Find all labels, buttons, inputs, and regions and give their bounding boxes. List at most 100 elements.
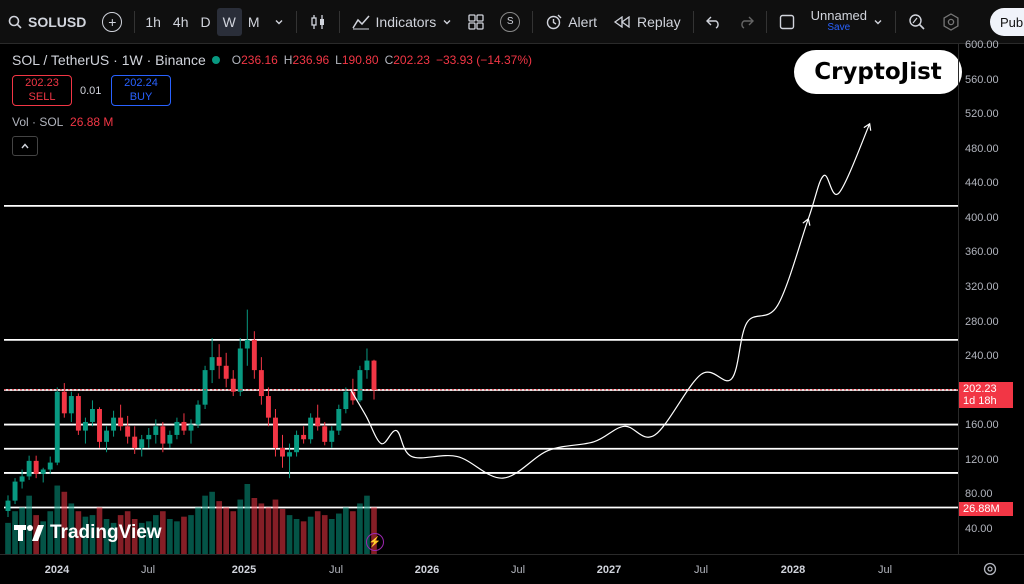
buy-button[interactable]: 202.24 BUY <box>111 75 171 106</box>
volume-bar <box>145 521 152 554</box>
candle-body <box>350 391 356 401</box>
volume-bar <box>209 491 215 554</box>
tradingview-logo[interactable]: TradingView <box>14 522 162 544</box>
volume-bar <box>152 515 159 554</box>
candle-body <box>132 436 138 448</box>
volume-bar <box>75 511 82 554</box>
volume-bar <box>364 495 370 554</box>
candle-body <box>209 357 215 371</box>
price-tick-label: 160.00 <box>965 419 999 432</box>
candle-body <box>167 434 173 444</box>
volume-bar <box>195 507 201 554</box>
change-value: −33.93 (−14.37%) <box>435 53 533 67</box>
candle-body <box>251 339 257 371</box>
volume-bar <box>265 507 272 554</box>
publish-button[interactable]: Pub <box>990 8 1024 36</box>
volume-bar <box>54 485 61 554</box>
volume-bars <box>5 484 377 554</box>
volume-bar <box>244 484 251 554</box>
volume-bar <box>89 515 96 554</box>
lightning-icon[interactable]: ⚡ <box>366 533 384 551</box>
volume-bar <box>138 522 145 554</box>
brand-badge: CryptoJist <box>794 50 962 94</box>
s-badge-icon: S <box>500 11 521 32</box>
close-label: C <box>384 53 394 67</box>
gear-icon[interactable] <box>982 561 998 577</box>
volume-bar <box>223 507 230 554</box>
candle-body <box>272 417 278 448</box>
timeframe-4h[interactable]: 4h <box>172 13 189 30</box>
timeframe-w[interactable]: W <box>216 7 242 36</box>
projection-arrow <box>802 217 811 226</box>
strategy-button[interactable]: S <box>492 7 528 37</box>
volume-bar <box>251 498 258 554</box>
candle-body <box>371 360 377 390</box>
top-toolbar: SOLUSD + 1h 4h D W M Indicators S Alert … <box>0 0 1024 44</box>
compare-symbol-button[interactable]: + <box>94 7 130 37</box>
timeframe-dropdown[interactable] <box>266 7 292 37</box>
candle-body <box>258 370 264 397</box>
volume-bar <box>272 499 279 554</box>
time-tick-label: Jul <box>510 564 526 576</box>
volume-bar <box>82 516 89 554</box>
candle-body <box>315 417 321 427</box>
volume-bar <box>131 519 138 554</box>
redo-button[interactable] <box>730 7 762 37</box>
collapse-legend-button[interactable] <box>12 136 38 156</box>
candle-body <box>89 409 95 422</box>
tradingview-logo-icon <box>14 525 44 541</box>
low-label: L <box>335 53 342 67</box>
current-price-tag: 202.23 1d 18h <box>959 381 1013 408</box>
timeframe-1h[interactable]: 1h <box>145 13 161 30</box>
settings-button[interactable] <box>934 7 968 37</box>
volume-bar <box>12 511 18 554</box>
alert-button[interactable]: Alert <box>537 7 605 37</box>
candle-body <box>237 348 243 392</box>
quick-search-button[interactable] <box>900 7 934 37</box>
volume-bar <box>103 519 110 554</box>
divider <box>532 10 534 33</box>
time-axis[interactable]: 2024 Jul 2025 Jul 2026 Jul 2027 Jul 2028 Jul <box>0 554 1024 584</box>
layouts-button[interactable] <box>460 7 492 37</box>
volume-bar <box>314 511 321 554</box>
candle-body <box>160 426 166 444</box>
divider <box>134 10 136 33</box>
timeframe-m[interactable]: M <box>247 13 260 30</box>
candle-body <box>308 417 314 440</box>
time-tick-label: 2027 <box>596 564 622 576</box>
search-gauge-icon <box>909 13 925 30</box>
replay-button[interactable]: Replay <box>605 7 689 37</box>
ohlc-values: O236.16 H236.96 L190.80 C202.23 −33.93 (… <box>232 53 532 67</box>
price-chart[interactable] <box>0 44 958 554</box>
price-tick-label: 560.00 <box>965 73 999 86</box>
fullscreen-button[interactable] <box>771 7 803 37</box>
rewind-icon <box>613 15 630 28</box>
undo-button[interactable] <box>698 7 730 37</box>
price-axis[interactable]: 600.00 560.00 520.00 480.00 440.00 400.00 360.… <box>958 39 1024 554</box>
volume-bar <box>293 519 300 554</box>
symbol-search[interactable]: SOLUSD <box>0 7 94 37</box>
countdown-value: 1d 18h <box>963 394 997 407</box>
alarm-clock-icon <box>547 14 562 30</box>
candle-body <box>294 434 300 453</box>
layout-name-button[interactable]: Unnamed Save <box>803 7 891 37</box>
grid-icon <box>468 13 484 30</box>
candle-body <box>329 430 335 442</box>
candle-body <box>75 396 81 431</box>
candle-body <box>146 434 152 440</box>
sell-label: SELL <box>28 90 56 103</box>
chart-type-button[interactable] <box>301 7 335 37</box>
pair-title: SOL / TetherUS · 1W · Binance <box>12 52 206 68</box>
timeframe-d[interactable]: D <box>200 13 211 30</box>
open-value: 236.16 <box>241 53 278 67</box>
candle-body <box>195 404 201 425</box>
indicators-button[interactable]: Indicators <box>344 7 461 37</box>
time-tick-label: 2028 <box>780 564 806 576</box>
sell-button[interactable]: 202.23 SELL <box>12 75 72 106</box>
candle-body <box>174 421 180 435</box>
current-price-value: 202.23 <box>963 382 997 395</box>
volume-bar <box>160 511 166 554</box>
volume-bar <box>61 491 68 554</box>
volume-bar <box>258 503 265 554</box>
volume-bar <box>47 511 54 554</box>
